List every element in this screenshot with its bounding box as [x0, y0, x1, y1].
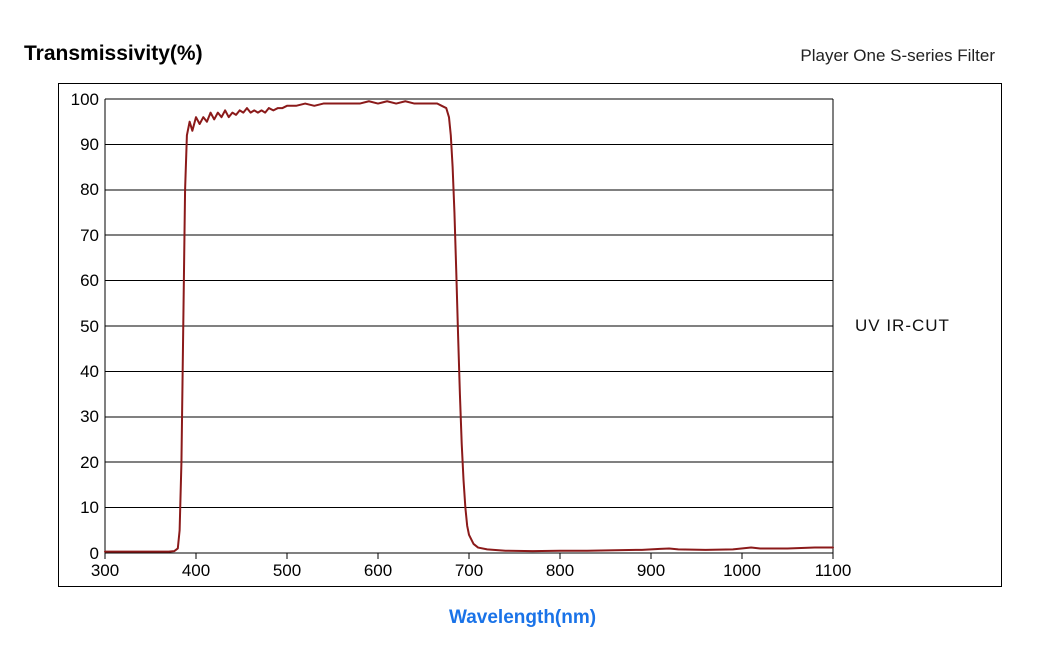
x-tick-label: 1000 — [712, 561, 772, 581]
chart-plot-area — [105, 99, 833, 553]
y-tick-label: 40 — [65, 362, 99, 382]
x-tick-label: 900 — [621, 561, 681, 581]
y-tick-label: 10 — [65, 498, 99, 518]
y-tick-label: 90 — [65, 135, 99, 155]
transmissivity-curve — [105, 99, 833, 553]
x-tick-label: 400 — [166, 561, 226, 581]
chart-outer-box: UV IR-CUT 010203040506070809010030040050… — [58, 83, 1002, 587]
y-tick-label: 50 — [65, 317, 99, 337]
legend-label: UV IR-CUT — [855, 316, 950, 336]
y-tick-label: 20 — [65, 453, 99, 473]
y-tick-label: 80 — [65, 180, 99, 200]
x-tick-label: 300 — [75, 561, 135, 581]
x-tick-label: 700 — [439, 561, 499, 581]
x-tick-label: 800 — [530, 561, 590, 581]
x-tick-label: 1100 — [803, 561, 863, 581]
y-tick-label: 100 — [65, 90, 99, 110]
x-tick-label: 600 — [348, 561, 408, 581]
y-tick-label: 60 — [65, 271, 99, 291]
x-axis-title: Wavelength(nm) — [449, 607, 596, 629]
x-tick-label: 500 — [257, 561, 317, 581]
y-tick-label: 70 — [65, 226, 99, 246]
product-title: Player One S-series Filter — [800, 46, 995, 66]
y-tick-label: 30 — [65, 407, 99, 427]
y-axis-title: Transmissivity(%) — [24, 42, 203, 66]
